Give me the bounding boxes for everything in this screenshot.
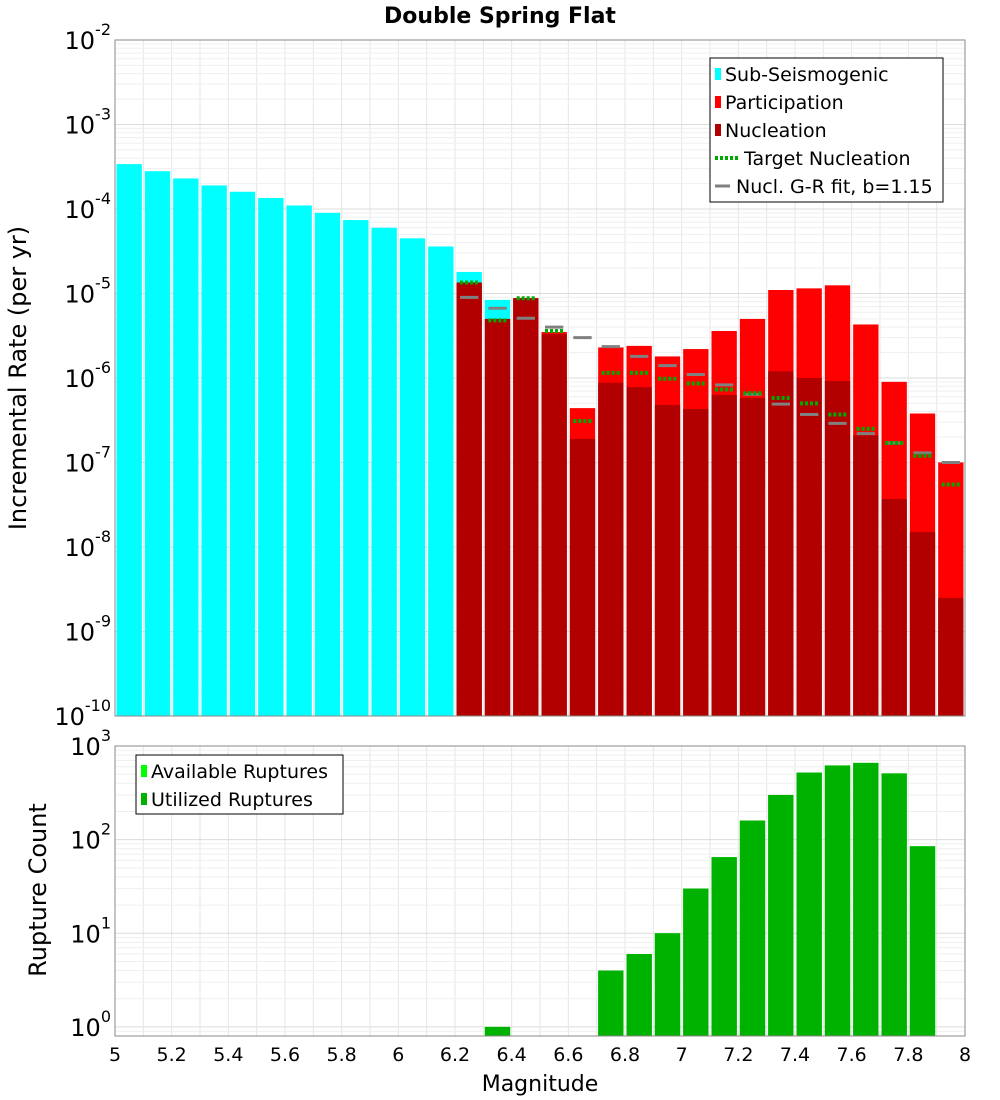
- nucleation-bar: [739, 397, 766, 716]
- sub-seismogenic-bar: [371, 227, 397, 716]
- utilized-ruptures-bar: [824, 765, 851, 1036]
- utilized-ruptures-bar: [881, 773, 907, 1036]
- rate-y-tick-label: 10-10: [54, 696, 111, 731]
- chart-title: Double Spring Flat: [384, 4, 616, 29]
- utilized-ruptures-bar: [909, 846, 936, 1036]
- rate-legend-label: Nucl. G-R fit, b=1.15: [736, 176, 933, 198]
- x-axis-label: Magnitude: [482, 1072, 599, 1097]
- x-tick-label: 7.4: [780, 1044, 810, 1066]
- nucleation-bar: [541, 334, 567, 716]
- sub-seismogenic-bar: [144, 171, 171, 716]
- count-legend: [135, 754, 344, 815]
- count-plot-frame: [114, 745, 966, 1037]
- bottom-y-axis-label: Rupture Count: [24, 803, 52, 977]
- rate-plot: 10-10 10-9 10-8 10-7 10-6 10-5 10-4 10-3 10-2 Sub…: [54, 20, 966, 731]
- nucleation-bar: [711, 394, 737, 716]
- sub-seismogenic-bar: [314, 212, 341, 716]
- x-tick-label: 7.2: [723, 1044, 753, 1066]
- sub-seismogenic-bar: [201, 185, 227, 717]
- count-y-tick-label: 100: [70, 1007, 111, 1042]
- count-legend-label: Utilized Ruptures: [151, 789, 313, 811]
- sub-seismogenic-bar: [428, 246, 454, 716]
- nucleation-bar: [938, 597, 964, 716]
- count-y-tick-label: 103: [70, 726, 111, 761]
- nucleation-bar: [881, 498, 907, 716]
- sub-seismogenic-bar: [173, 178, 199, 717]
- x-tick-label: 7: [676, 1044, 688, 1066]
- count-legend-swatch: [141, 765, 147, 777]
- x-tick-label: 5.8: [327, 1044, 357, 1066]
- rate-y-tick-label: 10-3: [65, 105, 112, 140]
- rate-legend-swatch: [715, 96, 721, 108]
- sub-seismogenic-bar: [258, 197, 284, 716]
- x-tick-label: 7.8: [893, 1044, 923, 1066]
- rupture-count-plot: 100 101 102 103 5 5.2 5.4 5.6 5.8 6 6.2 6.4 6.6 6.8 7 7…: [70, 726, 971, 1066]
- rate-y-tick-label: 10-7: [65, 443, 112, 478]
- x-tick-label: 6.4: [497, 1044, 527, 1066]
- x-tick-label: 8: [959, 1044, 971, 1066]
- rate-y-tick-label: 10-2: [65, 20, 112, 55]
- sub-seismogenic-bar: [343, 220, 369, 716]
- sub-seismogenic-bar: [399, 238, 426, 717]
- x-tick-label: 6.6: [553, 1044, 583, 1066]
- rate-legend-label: Sub-Seismogenic: [725, 64, 889, 86]
- rate-legend-label: Target Nucleation: [743, 148, 911, 170]
- utilized-ruptures-bar: [739, 820, 766, 1036]
- rate-legend-swatch: [715, 68, 721, 80]
- rate-legend: [709, 57, 944, 203]
- rate-legend-swatch: [715, 124, 721, 136]
- rate-legend-label: Participation: [725, 92, 844, 114]
- rate-y-tick-label: 10-5: [65, 274, 112, 309]
- utilized-ruptures-bar: [796, 772, 822, 1036]
- x-tick-label: 5.2: [157, 1044, 187, 1066]
- nucleation-bar: [796, 378, 822, 716]
- nucleation-bar: [824, 381, 851, 716]
- x-tick-label: 5: [109, 1044, 121, 1066]
- rate-plot-frame: [114, 39, 966, 717]
- top-y-axis-label: Incremental Rate (per yr): [4, 226, 32, 530]
- nucleation-bar: [654, 404, 681, 716]
- utilized-ruptures-bar: [626, 954, 652, 1036]
- utilized-ruptures-bar: [768, 794, 794, 1036]
- sub-seismogenic-bar: [116, 164, 142, 716]
- rate-y-tick-label: 10-9: [65, 612, 112, 647]
- count-y-tick-label: 102: [70, 820, 111, 855]
- utilized-ruptures-bar: [683, 888, 709, 1036]
- x-tick-label: 6.2: [440, 1044, 470, 1066]
- nucleation-bar: [598, 382, 624, 716]
- nucleation-bar: [626, 387, 652, 716]
- x-tick-label: 6.8: [610, 1044, 640, 1066]
- count-legend-swatch: [141, 793, 147, 805]
- utilized-ruptures-bar: [853, 762, 879, 1036]
- rate-y-tick-label: 10-4: [65, 189, 112, 224]
- utilized-ruptures-bar: [598, 970, 624, 1036]
- sub-seismogenic-bar: [286, 205, 312, 716]
- x-tick-label: 7.6: [837, 1044, 867, 1066]
- count-legend-label: Available Ruptures: [151, 761, 328, 783]
- nucleation-bar: [683, 408, 709, 716]
- utilized-ruptures-bar: [711, 857, 737, 1036]
- rate-y-tick-label: 10-8: [65, 527, 112, 562]
- nucleation-bar: [768, 371, 794, 716]
- nucleation-bar: [456, 282, 482, 716]
- rate-legend-label: Nucleation: [725, 120, 827, 142]
- nucleation-bar: [513, 298, 539, 716]
- count-y-tick-label: 101: [70, 913, 111, 948]
- x-tick-label: 5.6: [270, 1044, 300, 1066]
- nucleation-bar: [853, 435, 879, 716]
- utilized-ruptures-bar: [654, 933, 681, 1036]
- nucleation-bar: [484, 318, 511, 716]
- x-tick-label: 5.4: [213, 1044, 243, 1066]
- rate-y-tick-label: 10-6: [65, 358, 112, 393]
- utilized-ruptures-bar: [484, 1026, 511, 1036]
- sub-seismogenic-bar: [229, 191, 256, 717]
- nucleation-bar: [909, 532, 936, 716]
- x-tick-label: 6: [392, 1044, 404, 1066]
- nucleation-bar: [569, 438, 596, 716]
